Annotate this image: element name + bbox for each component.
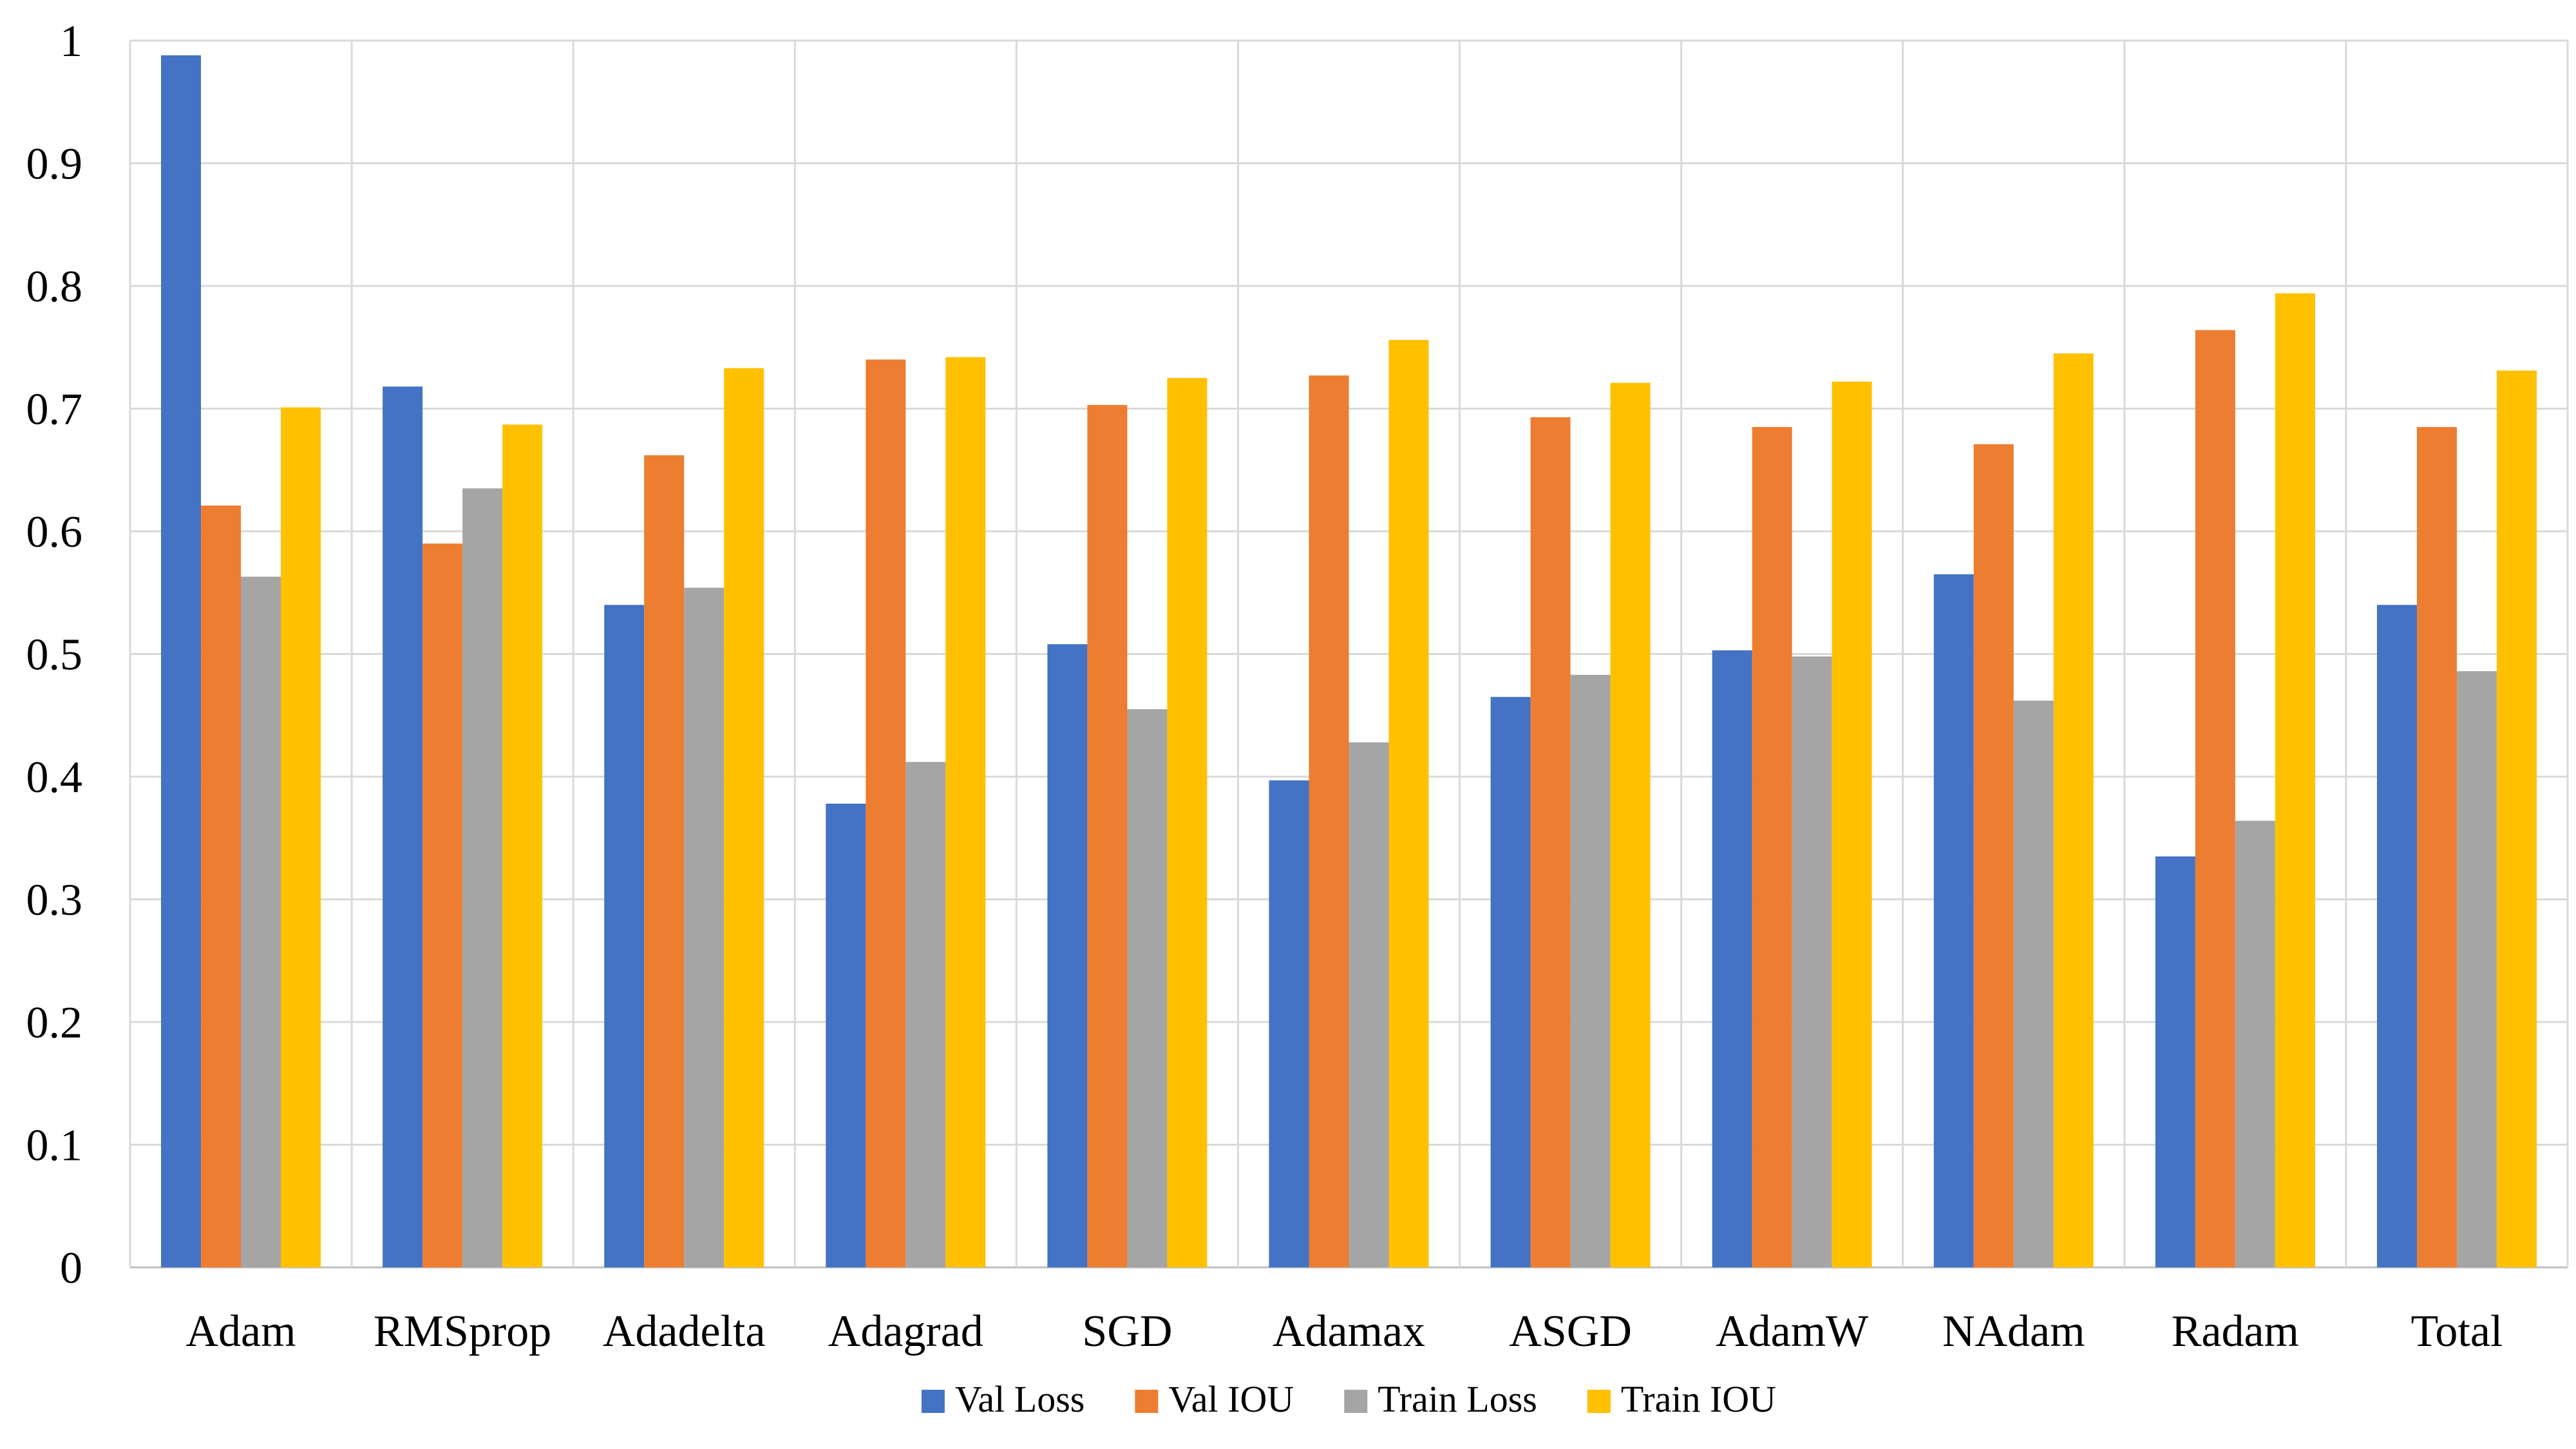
x-tick-label: Radam [2172, 1307, 2299, 1356]
y-tick-label: 0.4 [26, 753, 83, 802]
bar-val-iou [1752, 427, 1792, 1268]
bars [161, 55, 2537, 1268]
bar-train-iou [1610, 383, 1651, 1267]
x-tick-label: Total [2411, 1307, 2503, 1356]
y-tick-label: 0.9 [26, 140, 83, 189]
y-tick-label: 1 [60, 17, 82, 66]
legend-label: Val Loss [955, 1378, 1084, 1420]
bar-train-iou [1832, 381, 1872, 1267]
bar-val-loss [1712, 650, 1752, 1267]
bar-train-loss [905, 762, 946, 1267]
x-tick-label: AdamW [1716, 1307, 1868, 1356]
y-tick-label: 0.5 [26, 630, 83, 680]
bar-train-loss [2456, 671, 2497, 1267]
bar-val-loss [1933, 574, 1974, 1267]
bar-val-loss [1047, 644, 1088, 1267]
bar-val-loss [161, 55, 202, 1268]
bar-train-loss [1570, 674, 1611, 1267]
bar-train-loss [1792, 656, 1832, 1267]
bar-val-iou [866, 359, 906, 1267]
legend-swatch [1135, 1390, 1159, 1413]
bar-train-loss [1349, 742, 1389, 1267]
bar-train-loss [2013, 700, 2054, 1267]
x-tick-label: Adamax [1273, 1307, 1425, 1356]
y-tick-label: 0.2 [26, 998, 83, 1048]
bar-val-iou [1087, 404, 1128, 1268]
x-tick-label: Adagrad [828, 1307, 983, 1356]
y-tick-label: 0.1 [26, 1121, 83, 1171]
bar-val-iou [644, 455, 685, 1267]
bar-train-iou [502, 424, 543, 1267]
bar-val-iou [2195, 330, 2235, 1267]
bar-val-loss [1490, 697, 1531, 1267]
y-tick-label: 0.3 [26, 876, 83, 925]
bar-val-iou [1530, 417, 1571, 1268]
bar-val-iou [2416, 427, 2457, 1268]
x-tick-label: RMSprop [374, 1307, 551, 1356]
bar-val-iou [201, 505, 242, 1267]
legend: Val Loss Val IOU Train Loss Train IOU [921, 1378, 1776, 1420]
bar-train-iou [2053, 353, 2094, 1267]
bar-train-loss [684, 587, 724, 1267]
y-tick-label: 0 [60, 1244, 82, 1293]
y-tick-label: 0.7 [26, 385, 83, 435]
bar-val-iou [1309, 375, 1349, 1268]
bar-train-loss [462, 488, 503, 1268]
legend-label: Val IOU [1168, 1378, 1294, 1420]
axes: 0 0.1 0.2 0.3 0.4 0.5 0.6 0.7 0.8 0.9 1 Adam RMSprop… [26, 17, 2503, 1356]
bar-train-iou [2275, 293, 2315, 1268]
bar-val-loss [826, 803, 866, 1267]
bar-val-loss [2155, 856, 2195, 1267]
bar-train-iou [1167, 377, 1208, 1267]
bar-train-iou [281, 407, 321, 1267]
y-tick-label: 0.6 [26, 507, 83, 557]
bar-train-iou [724, 368, 764, 1267]
legend-swatch [921, 1390, 945, 1413]
bar-val-loss [383, 386, 423, 1268]
x-tick-label: ASGD [1509, 1307, 1632, 1356]
bar-val-loss [604, 605, 645, 1267]
x-tick-label: NAdam [1942, 1307, 2085, 1356]
bar-train-loss [1127, 709, 1168, 1267]
x-tick-label: SGD [1082, 1307, 1172, 1356]
x-tick-label: Adadelta [603, 1307, 766, 1356]
bar-val-loss [2376, 605, 2417, 1267]
y-tick-label: 0.8 [26, 262, 83, 312]
bar-train-iou [945, 357, 986, 1267]
legend-swatch [1587, 1390, 1611, 1413]
bar-val-iou [1973, 444, 2014, 1267]
bar-val-loss [1269, 780, 1309, 1267]
legend-label: Train Loss [1378, 1378, 1537, 1420]
bar-train-iou [1388, 339, 1429, 1267]
legend-label: Train IOU [1621, 1378, 1776, 1420]
bar-val-iou [422, 544, 463, 1267]
x-tick-label: Adam [186, 1307, 296, 1356]
legend-swatch [1344, 1390, 1368, 1413]
bar-train-iou [2496, 370, 2537, 1267]
bar-train-loss [2235, 820, 2275, 1267]
bar-train-loss [241, 576, 281, 1267]
